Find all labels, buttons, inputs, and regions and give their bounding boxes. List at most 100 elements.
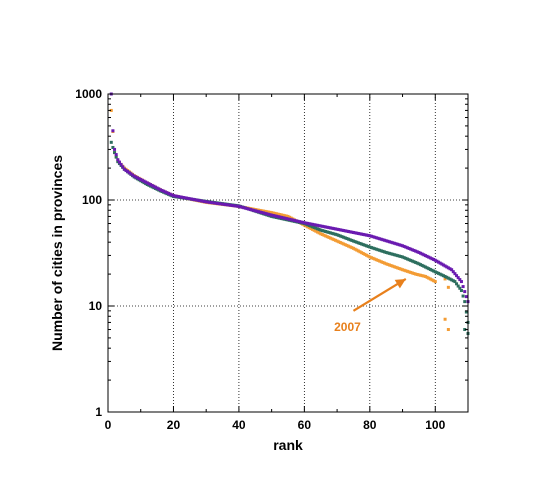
data-point xyxy=(317,231,321,235)
data-point xyxy=(453,280,457,284)
data-point xyxy=(342,235,346,239)
data-point xyxy=(405,257,409,261)
data-point xyxy=(337,240,341,244)
data-point xyxy=(415,250,419,254)
data-point xyxy=(209,201,213,205)
data-point xyxy=(373,247,377,251)
data-point xyxy=(288,217,292,221)
series-1 xyxy=(109,108,450,332)
data-point xyxy=(109,140,113,144)
data-point xyxy=(379,249,383,253)
data-point xyxy=(204,200,208,204)
data-point xyxy=(376,236,380,240)
data-point xyxy=(378,248,382,252)
data-point xyxy=(252,208,256,212)
data-point xyxy=(383,238,387,242)
data-point xyxy=(191,197,195,201)
data-point xyxy=(296,219,300,223)
data-point xyxy=(314,226,318,230)
data-point xyxy=(386,251,390,255)
data-point xyxy=(340,235,344,239)
data-point xyxy=(116,158,120,162)
data-point xyxy=(417,273,421,277)
grid xyxy=(108,94,468,412)
data-point xyxy=(319,232,323,236)
data-point xyxy=(381,249,385,253)
data-point xyxy=(325,235,329,239)
data-point xyxy=(407,246,411,250)
data-point xyxy=(461,294,465,298)
data-point xyxy=(391,264,395,268)
data-point xyxy=(278,215,282,219)
data-point xyxy=(315,230,319,234)
data-point xyxy=(260,209,264,213)
data-point xyxy=(410,271,414,275)
data-point xyxy=(270,211,274,215)
data-point xyxy=(351,246,355,250)
data-point xyxy=(448,277,452,281)
data-point xyxy=(374,236,378,240)
data-point xyxy=(260,211,264,215)
data-point xyxy=(392,253,396,257)
data-point xyxy=(448,267,452,271)
data-point xyxy=(366,244,370,248)
data-point xyxy=(368,245,372,249)
data-point xyxy=(376,258,380,262)
data-point xyxy=(324,234,328,238)
data-point xyxy=(157,187,161,191)
data-point xyxy=(327,230,331,234)
data-point xyxy=(333,232,337,236)
data-point xyxy=(299,220,303,224)
data-point xyxy=(302,221,306,225)
data-point xyxy=(332,227,336,231)
data-point xyxy=(235,204,239,208)
data-point xyxy=(417,262,421,266)
data-point xyxy=(365,253,369,257)
data-point xyxy=(229,203,233,207)
data-point xyxy=(286,214,290,218)
data-point xyxy=(365,233,369,237)
data-point xyxy=(396,266,400,270)
data-point xyxy=(307,223,311,227)
data-point xyxy=(315,223,319,227)
data-point xyxy=(355,248,359,252)
data-point xyxy=(401,244,405,248)
data-point xyxy=(392,265,396,269)
data-point xyxy=(324,229,328,233)
data-point xyxy=(178,195,182,199)
data-point xyxy=(443,274,447,278)
data-point xyxy=(383,250,387,254)
data-point xyxy=(335,239,339,243)
data-point xyxy=(369,256,373,260)
data-point xyxy=(201,199,205,203)
data-point xyxy=(322,233,326,237)
data-point xyxy=(374,258,378,262)
data-point xyxy=(437,260,441,264)
data-point xyxy=(111,145,115,149)
data-point xyxy=(368,255,372,259)
data-point xyxy=(374,247,378,251)
data-point xyxy=(378,237,382,241)
data-point xyxy=(463,290,467,294)
data-point xyxy=(338,228,342,232)
data-point xyxy=(363,233,367,237)
data-point xyxy=(283,216,287,220)
data-point xyxy=(288,215,292,219)
data-point xyxy=(261,211,265,215)
data-point xyxy=(353,247,357,251)
data-point xyxy=(145,181,149,185)
data-point xyxy=(409,258,413,262)
data-point xyxy=(183,196,187,200)
data-point xyxy=(253,209,257,213)
data-point xyxy=(113,151,117,155)
data-point xyxy=(144,180,148,184)
data-point xyxy=(384,262,388,266)
data-point xyxy=(319,224,323,228)
data-point xyxy=(361,232,365,236)
data-point xyxy=(237,204,241,208)
data-point xyxy=(427,276,431,280)
data-point xyxy=(456,284,460,288)
data-point xyxy=(428,267,432,271)
data-point xyxy=(317,227,321,231)
data-point xyxy=(311,227,315,231)
